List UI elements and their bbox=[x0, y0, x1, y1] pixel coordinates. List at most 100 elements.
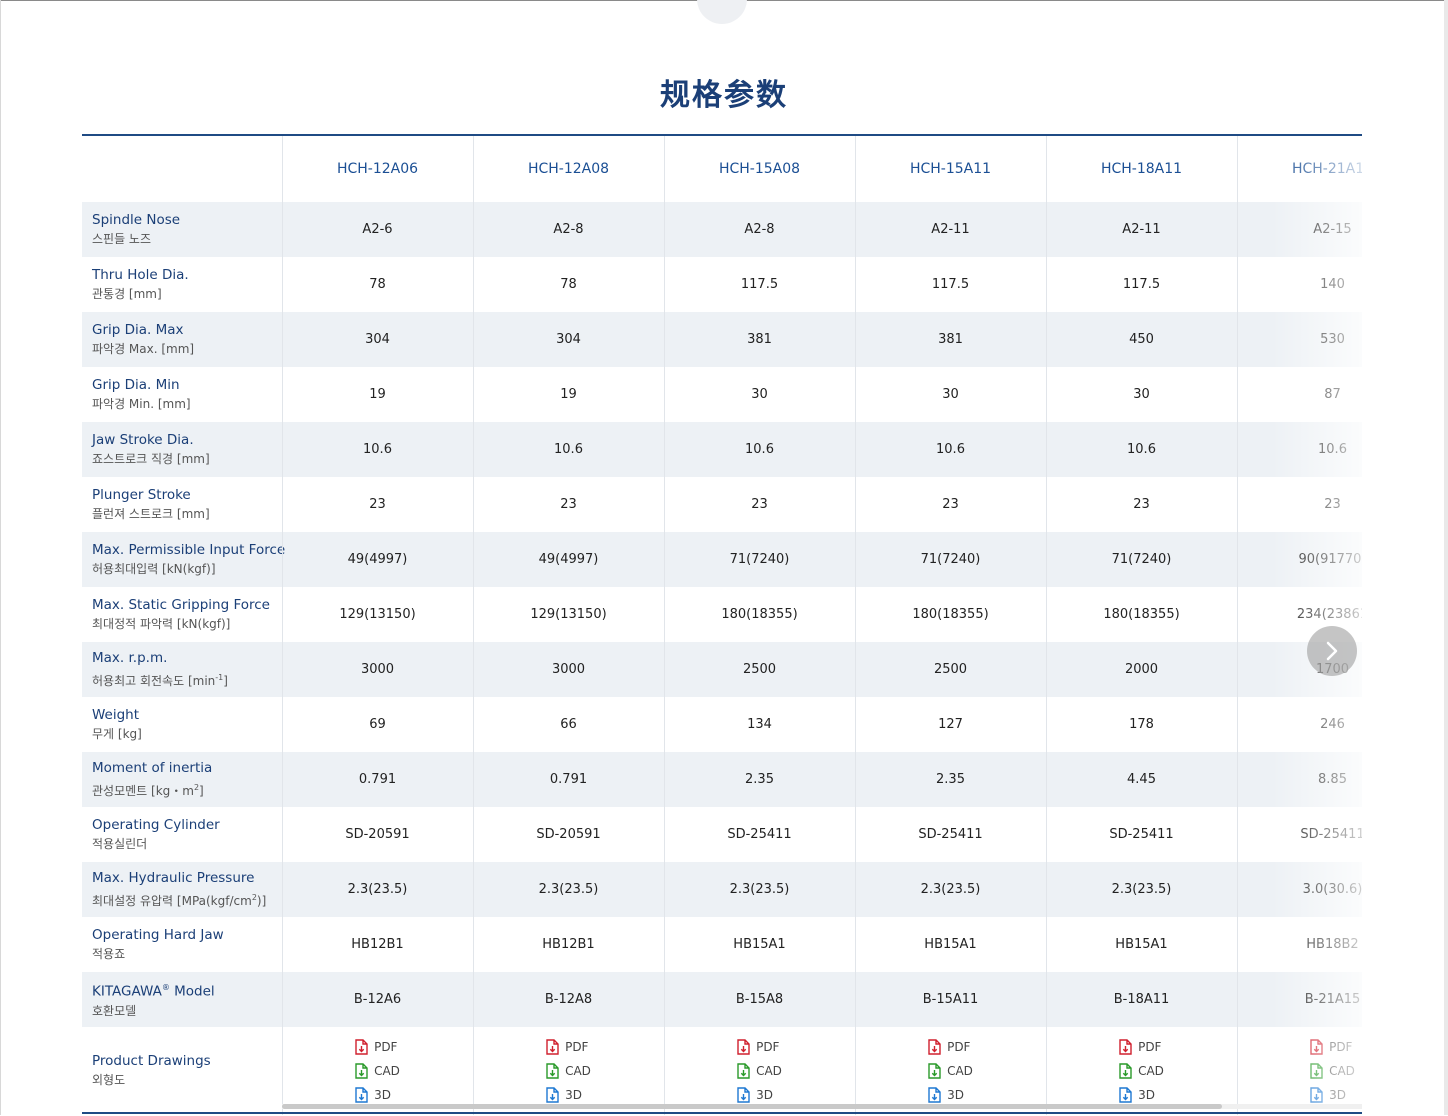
spec-value-cell: SD-25411 bbox=[1237, 807, 1362, 862]
cad-file-icon bbox=[1310, 1063, 1323, 1079]
spec-label-ko: 적용죠 bbox=[92, 946, 126, 961]
3d-download-link[interactable]: 3D bbox=[355, 1086, 391, 1104]
spec-value-cell: 117.5 bbox=[855, 257, 1045, 312]
spec-value-cell: 2500 bbox=[855, 642, 1045, 697]
spec-value-cell: HB18B2 bbox=[1237, 917, 1362, 972]
spec-value-cell: A2-11 bbox=[1046, 202, 1236, 257]
download-list: PDF CAD 3D bbox=[1310, 1038, 1355, 1104]
3d-file-icon bbox=[355, 1087, 368, 1103]
pdf-download-link[interactable]: PDF bbox=[1119, 1038, 1161, 1056]
spec-value-cell: B-18A11 bbox=[1046, 972, 1236, 1027]
pdf-download-link[interactable]: PDF bbox=[737, 1038, 779, 1056]
spec-value-cell: 23 bbox=[473, 477, 663, 532]
pdf-download-link[interactable]: PDF bbox=[546, 1038, 588, 1056]
spec-row: Max. Hydraulic Pressure 최대설정 유압력 [MPa(kgf… bbox=[82, 862, 1362, 917]
download-list: PDF CAD 3D bbox=[1119, 1038, 1164, 1104]
spec-label-cell: Grip Dia. Max 파악경 Max. [mm] bbox=[82, 312, 282, 367]
spec-value-cell: 10.6 bbox=[1237, 422, 1362, 477]
spec-value-cell: 450 bbox=[1046, 312, 1236, 367]
3d-download-link[interactable]: 3D bbox=[1119, 1086, 1155, 1104]
spec-value-cell: 140 bbox=[1237, 257, 1362, 312]
spec-label-en: Operating Cylinder bbox=[92, 816, 220, 833]
spec-row: Weight 무게 [kg] 69 66 134 127 178 246 bbox=[82, 697, 1362, 752]
cad-download-link[interactable]: CAD bbox=[737, 1062, 782, 1080]
spec-value-cell: 180(18355) bbox=[1046, 587, 1236, 642]
spec-value-cell: 23 bbox=[855, 477, 1045, 532]
spec-label-ko-text: 최대설정 유압력 [MPa(kgf/cm bbox=[92, 893, 252, 908]
download-label: 3D bbox=[756, 1088, 773, 1102]
spec-value-cell: 19 bbox=[473, 367, 663, 422]
spec-value-cell: 0.791 bbox=[282, 752, 472, 807]
pdf-download-link[interactable]: PDF bbox=[1310, 1038, 1352, 1056]
spec-label-en: Grip Dia. Max bbox=[92, 321, 184, 338]
spec-label-ko: 관통경 [mm] bbox=[92, 286, 162, 301]
download-label: PDF bbox=[374, 1040, 398, 1054]
spec-value-cell: 129(13150) bbox=[282, 587, 472, 642]
download-list: PDF CAD 3D bbox=[928, 1038, 973, 1104]
3d-download-link[interactable]: 3D bbox=[546, 1086, 582, 1104]
spec-value-cell: 10.6 bbox=[282, 422, 472, 477]
page-title: 规格参数 bbox=[660, 78, 788, 113]
spec-value-cell: 19 bbox=[282, 367, 472, 422]
cad-download-link[interactable]: CAD bbox=[546, 1062, 591, 1080]
spec-label-en: Max. Static Gripping Force bbox=[92, 596, 270, 613]
cad-download-link[interactable]: CAD bbox=[1310, 1062, 1355, 1080]
spec-value-cell: 71(7240) bbox=[664, 532, 854, 587]
spec-row: Max. r.p.m. 허용최고 회전속도 [min-1] 3000 3000 2500… bbox=[82, 642, 1362, 697]
spec-value-cell: 2.3(23.5) bbox=[282, 862, 472, 917]
pdf-download-link[interactable]: PDF bbox=[928, 1038, 970, 1056]
pdf-file-icon bbox=[928, 1039, 941, 1055]
spec-row: Jaw Stroke Dia. 죠스트로크 직경 [mm] 10.6 10.6 10.6… bbox=[82, 422, 1362, 477]
download-label: CAD bbox=[756, 1064, 782, 1078]
spec-label-cell: Spindle Nose 스핀들 노즈 bbox=[82, 202, 282, 257]
spec-value-cell: B-15A11 bbox=[855, 972, 1045, 1027]
cad-file-icon bbox=[737, 1063, 750, 1079]
cad-download-link[interactable]: CAD bbox=[1119, 1062, 1164, 1080]
spec-value-cell: A2-15 bbox=[1237, 202, 1362, 257]
download-label: CAD bbox=[1329, 1064, 1355, 1078]
scroll-top-button[interactable] bbox=[697, 0, 747, 24]
download-list: PDF CAD 3D bbox=[546, 1038, 591, 1104]
3d-download-link[interactable]: 3D bbox=[1310, 1086, 1346, 1104]
3d-download-link[interactable]: 3D bbox=[928, 1086, 964, 1104]
spec-table: HCH-12A06 HCH-12A08 HCH-15A08 HCH-15A11 HCH-… bbox=[82, 134, 1362, 1116]
spec-value-cell: HB15A1 bbox=[1046, 917, 1236, 972]
spec-value-cell: 381 bbox=[855, 312, 1045, 367]
header-label-cell bbox=[82, 136, 282, 202]
spec-label-ko-text: )] bbox=[256, 893, 267, 908]
cad-file-icon bbox=[355, 1063, 368, 1079]
spec-label-cell: Max. Permissible Input Force 허용최대입력 [kN(k… bbox=[82, 532, 286, 587]
spec-row: KITAGAWA® Model 호환모델 B-12A6 B-12A8 B-15A8 B-1… bbox=[82, 972, 1362, 1027]
spec-label-ko-text: ] bbox=[199, 783, 204, 798]
spec-value-cell: 2500 bbox=[664, 642, 854, 697]
spec-value-cell: 304 bbox=[473, 312, 663, 367]
next-columns-button[interactable] bbox=[1307, 626, 1357, 676]
drawings-cell: PDF CAD 3D bbox=[855, 1027, 1045, 1115]
spec-value-cell: 2.3(23.5) bbox=[1046, 862, 1236, 917]
spec-value-cell: 87 bbox=[1237, 367, 1362, 422]
spec-value-cell: 117.5 bbox=[1046, 257, 1236, 312]
spec-value-cell: 71(7240) bbox=[855, 532, 1045, 587]
download-label: CAD bbox=[947, 1064, 973, 1078]
spec-value-cell: 2.35 bbox=[664, 752, 854, 807]
spec-label-en: Max. Permissible Input Force bbox=[92, 541, 286, 558]
page-scrollbar[interactable] bbox=[1444, 0, 1448, 1115]
table-scrollbar-thumb[interactable] bbox=[282, 1104, 1222, 1109]
spec-value-cell: HB15A1 bbox=[855, 917, 1045, 972]
cad-download-link[interactable]: CAD bbox=[928, 1062, 973, 1080]
model-header-cell: HCH-12A06 bbox=[282, 136, 472, 202]
spec-label-cell: KITAGAWA® Model 호환모델 bbox=[82, 972, 282, 1027]
spec-value-cell: 23 bbox=[282, 477, 472, 532]
download-list: PDF CAD 3D bbox=[737, 1038, 782, 1104]
pdf-download-link[interactable]: PDF bbox=[355, 1038, 397, 1056]
unit-superscript: 2 bbox=[251, 892, 257, 902]
spec-value-cell: SD-20591 bbox=[473, 807, 663, 862]
spec-value-cell: 2.35 bbox=[855, 752, 1045, 807]
3d-download-link[interactable]: 3D bbox=[737, 1086, 773, 1104]
model-header-cell: HCH-15A11 bbox=[855, 136, 1045, 202]
cad-download-link[interactable]: CAD bbox=[355, 1062, 400, 1080]
spec-value-cell: 10.6 bbox=[664, 422, 854, 477]
spec-value-cell: 246 bbox=[1237, 697, 1362, 752]
table-header-row: HCH-12A06 HCH-12A08 HCH-15A08 HCH-15A11 HCH-… bbox=[82, 136, 1362, 202]
spec-value-cell: 23 bbox=[1237, 477, 1362, 532]
